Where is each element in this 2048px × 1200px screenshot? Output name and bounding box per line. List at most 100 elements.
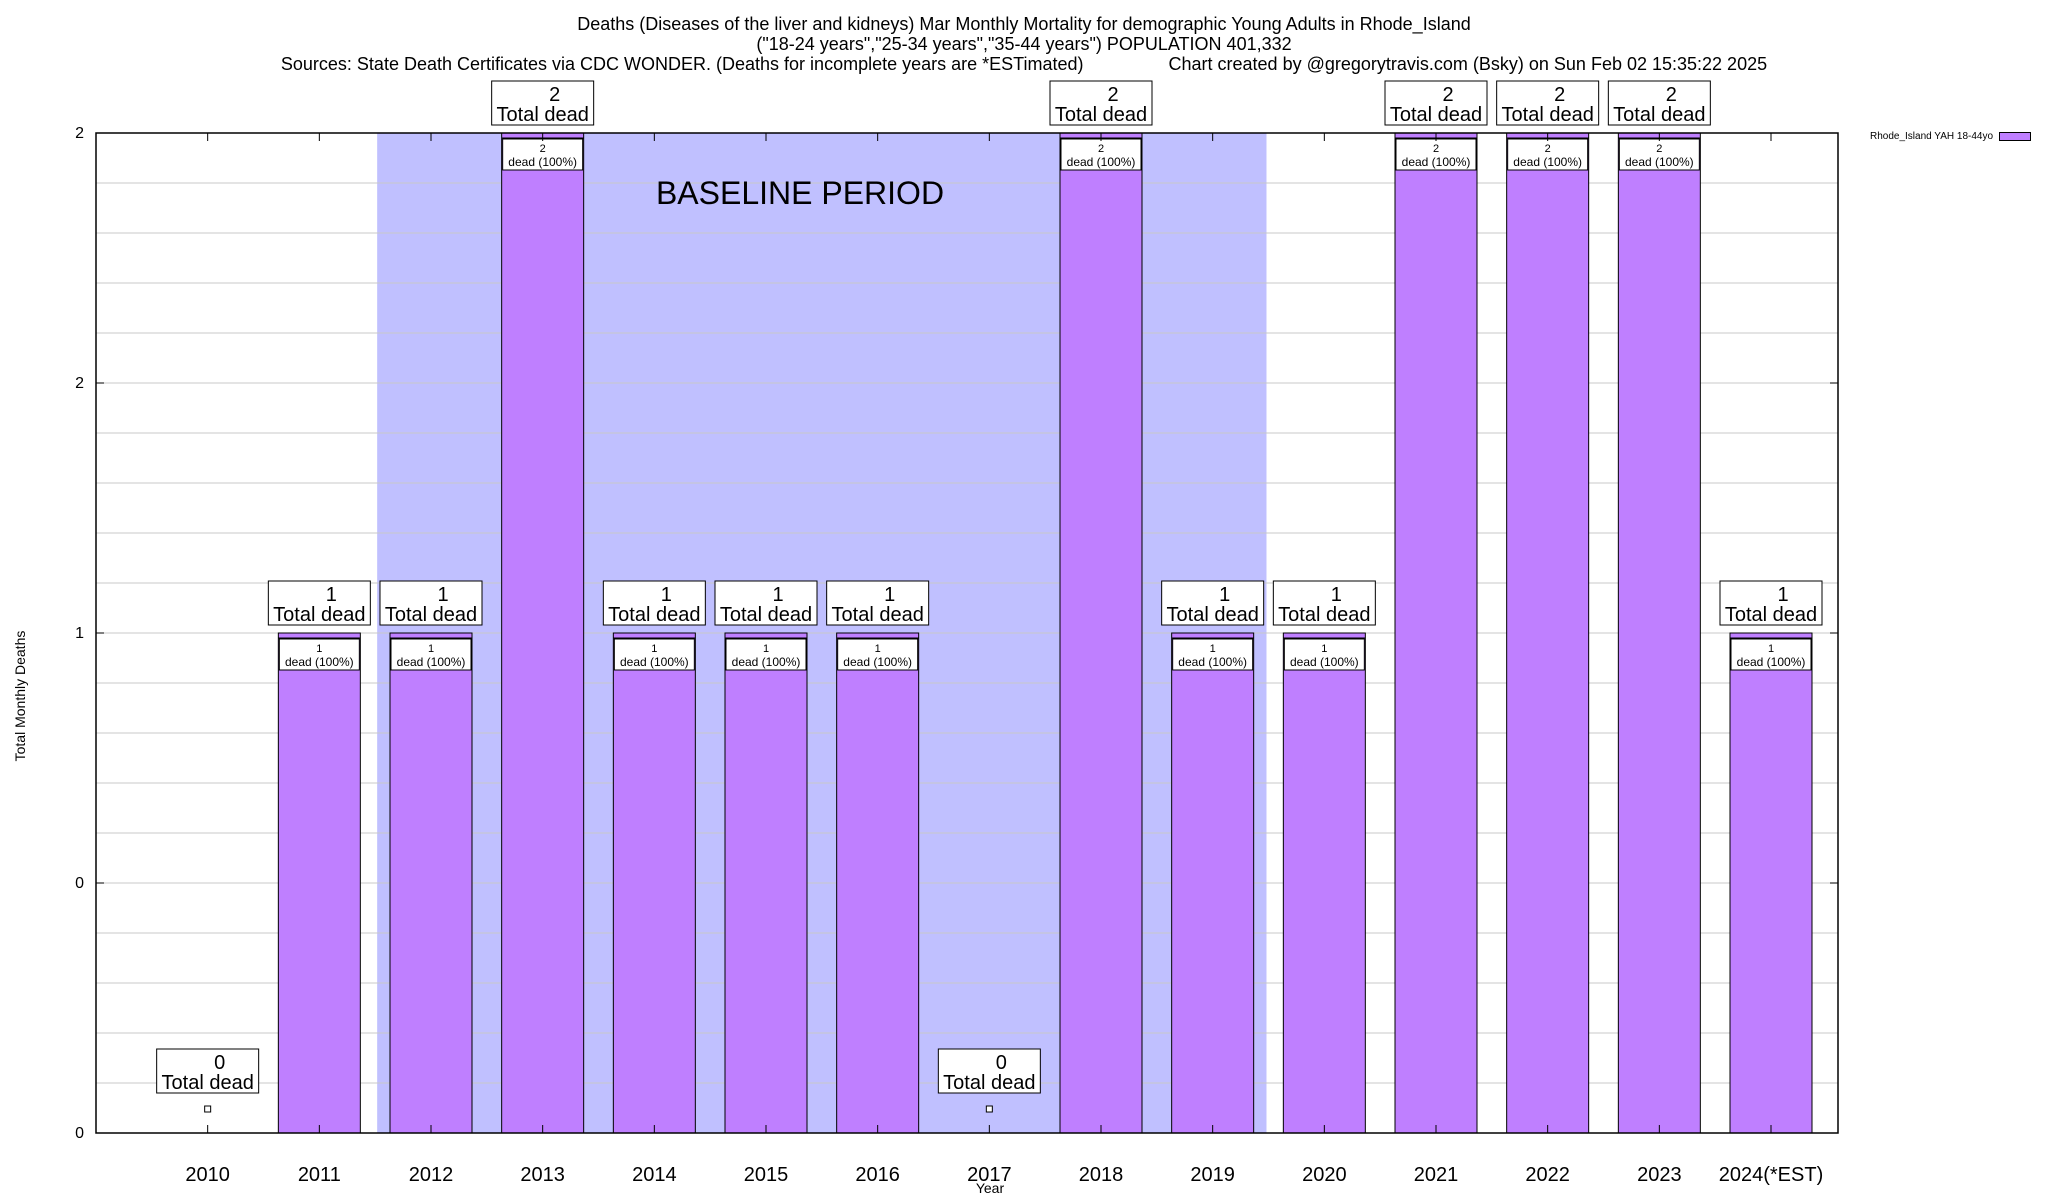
total-label-text: Total dead: [1167, 604, 1259, 626]
bar-2014: [612, 632, 696, 1134]
total-label-box: [1049, 80, 1153, 126]
total-label-count: 1: [1331, 584, 1342, 606]
x-tick-label: 2010: [185, 1164, 230, 1186]
inner-label-text: dead (100%): [1625, 155, 1694, 169]
total-label-box: [1161, 580, 1265, 626]
total-label-count: 1: [326, 584, 337, 606]
total-label-box: [1272, 580, 1376, 626]
total-label-count: 1: [772, 584, 783, 606]
total-label-box: [826, 580, 930, 626]
total-label-box: [1384, 80, 1488, 126]
inner-label-box: [390, 638, 472, 671]
bar-2020: [1282, 632, 1366, 1134]
x-tick-label: 2024(*EST): [1719, 1164, 1824, 1186]
inner-label-count: 1: [875, 643, 881, 655]
total-label-box: [267, 580, 371, 626]
inner-label-box: [1618, 138, 1700, 171]
x-axis-label: Year: [975, 1180, 1005, 1196]
total-label-box: [1496, 80, 1600, 126]
total-label-count: 2: [1554, 84, 1565, 106]
inner-label-box: [613, 638, 695, 671]
bar-2018: [1059, 132, 1143, 1134]
inner-label-count: 1: [316, 643, 322, 655]
total-label-count: 2: [1107, 84, 1118, 106]
total-label-box: [491, 80, 595, 126]
inner-label-text: dead (100%): [285, 655, 354, 669]
x-tick-label: 2018: [1079, 1164, 1124, 1186]
total-label-text: Total dead: [1055, 104, 1147, 126]
total-label-count: 2: [1442, 84, 1453, 106]
inner-label-box: [1172, 638, 1254, 671]
x-tick-label: 2022: [1525, 1164, 1570, 1186]
inner-label-count: 2: [1656, 143, 1662, 155]
inner-label-text: dead (100%): [1737, 655, 1806, 669]
inner-label-text: dead (100%): [1067, 155, 1136, 169]
legend-swatch: [1999, 132, 2032, 141]
total-label-text: Total dead: [943, 1072, 1035, 1094]
total-label-text: Total dead: [1502, 104, 1594, 126]
total-label-box: [602, 580, 706, 626]
total-label-text: Total dead: [1725, 604, 1817, 626]
total-label-count: 1: [437, 584, 448, 606]
chart-source-line: Sources: State Death Certificates via CD…: [280, 54, 1768, 74]
total-label-count: 1: [1219, 584, 1230, 606]
bar-2016: [836, 632, 920, 1134]
inner-label-box: [1507, 138, 1589, 171]
inner-label-count: 1: [1321, 643, 1327, 655]
total-label-count: 1: [1777, 584, 1788, 606]
total-label-count: 0: [996, 1052, 1007, 1074]
total-label-text: Total dead: [273, 604, 365, 626]
bar-2022: [1506, 132, 1590, 1134]
bar-2021: [1394, 132, 1478, 1134]
zero-marker: [985, 1105, 993, 1113]
x-tick-label: 2023: [1637, 1164, 1682, 1186]
baseline-label: BASELINE PERIOD: [656, 175, 944, 211]
inner-label-count: 2: [1098, 143, 1104, 155]
inner-label-count: 1: [428, 643, 434, 655]
x-tick-label: 2017: [967, 1164, 1012, 1186]
total-label-box: [714, 580, 818, 626]
legend: Rhode_Island YAH 18-44yo: [1870, 131, 2032, 142]
chart-title: Deaths (Diseases of the liver and kidney…: [577, 14, 1471, 34]
total-label-text: Total dead: [1613, 104, 1705, 126]
y-axis-label: Total Monthly Deaths: [12, 630, 28, 762]
total-label-box: [379, 580, 483, 626]
bar-2019: [1171, 632, 1255, 1134]
total-label-box: [1607, 80, 1711, 126]
total-label-box: [1719, 580, 1823, 626]
bar-2013: [501, 132, 585, 1134]
chart-subtitle: ("18-24 years","25-34 years","35-44 year…: [756, 34, 1292, 54]
total-label-text: Total dead: [832, 604, 924, 626]
total-label-text: Total dead: [1278, 604, 1370, 626]
inner-label-box: [837, 638, 919, 671]
bar-2015: [724, 632, 808, 1134]
inner-label-count: 1: [651, 643, 657, 655]
total-label-count: 2: [1666, 84, 1677, 106]
inner-label-box: [1395, 138, 1477, 171]
zero-marker: [204, 1105, 212, 1113]
inner-label-count: 2: [1433, 143, 1439, 155]
inner-label-box: [725, 638, 807, 671]
total-label-box: [156, 1048, 260, 1094]
total-label-count: 0: [214, 1052, 225, 1074]
bar-2011: [277, 632, 361, 1134]
bar-2012: [389, 632, 473, 1134]
inner-label-text: dead (100%): [1178, 655, 1247, 669]
total-label-count: 1: [884, 584, 895, 606]
inner-label-text: dead (100%): [843, 655, 912, 669]
bar-2023: [1617, 132, 1701, 1134]
y-tick-label: 0: [75, 875, 84, 892]
x-tick-label: 2016: [855, 1164, 900, 1186]
inner-label-box: [1730, 638, 1812, 671]
inner-label-count: 1: [1768, 643, 1774, 655]
x-tick-label: 2011: [298, 1164, 341, 1186]
inner-label-text: dead (100%): [620, 655, 689, 669]
inner-label-box: [1283, 638, 1365, 671]
inner-label-box: [1060, 138, 1142, 171]
plot-frame: [95, 132, 1839, 1134]
total-label-box: [937, 1048, 1041, 1094]
total-label-count: 2: [549, 84, 560, 106]
x-tick-label: 2021: [1414, 1164, 1459, 1186]
inner-label-text: dead (100%): [1402, 155, 1471, 169]
